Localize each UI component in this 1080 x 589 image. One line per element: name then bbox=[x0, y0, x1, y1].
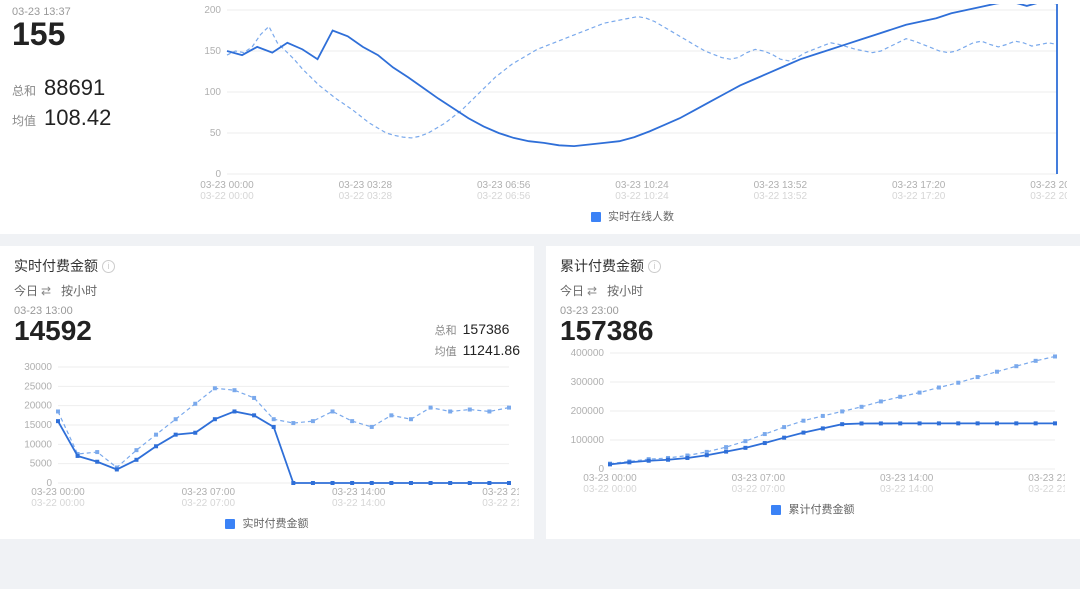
svg-text:03-23 21:00: 03-23 21:00 bbox=[482, 487, 519, 498]
svg-text:20000: 20000 bbox=[24, 401, 52, 412]
svg-text:03-23 14:00: 03-23 14:00 bbox=[332, 487, 386, 498]
filter-hourly[interactable]: 按小时 bbox=[607, 282, 643, 299]
svg-text:5000: 5000 bbox=[30, 459, 53, 470]
svg-text:03-23 07:00: 03-23 07:00 bbox=[732, 473, 786, 484]
svg-text:03-23 03:28: 03-23 03:28 bbox=[339, 180, 393, 191]
filter-today[interactable]: 今日 ⇄ bbox=[14, 282, 51, 299]
svg-text:03-22 00:00: 03-22 00:00 bbox=[583, 484, 637, 495]
avg-value: 11241.86 bbox=[463, 340, 520, 361]
info-icon[interactable]: i bbox=[648, 260, 661, 273]
online-users-chart: 0 50 100 150 200 03-23 00:0003-22 00:00 03-23 … bbox=[197, 4, 1068, 224]
svg-text:03-23 06:56: 03-23 06:56 bbox=[477, 180, 531, 191]
svg-text:03-23 14:00: 03-23 14:00 bbox=[880, 473, 934, 484]
compare-icon: ⇄ bbox=[587, 284, 597, 298]
svg-text:03-23 00:00: 03-23 00:00 bbox=[583, 473, 637, 484]
legend-label: 实时付费金额 bbox=[243, 518, 309, 530]
svg-text:03-22 00:00: 03-22 00:00 bbox=[200, 191, 254, 202]
filter-hourly[interactable]: 按小时 bbox=[61, 282, 97, 299]
compare-icon: ⇄ bbox=[41, 284, 51, 298]
svg-text:30000: 30000 bbox=[24, 362, 52, 373]
legend-swatch bbox=[591, 212, 601, 222]
svg-text:03-23 00:00: 03-23 00:00 bbox=[31, 487, 85, 498]
online-users-summary: 03-23 13:37 155 总和 88691 均值 108.42 bbox=[12, 4, 197, 224]
svg-text:03-22 06:56: 03-22 06:56 bbox=[477, 191, 531, 202]
sum-label: 总和 bbox=[12, 82, 36, 99]
panel-title: 累计付费金额 bbox=[560, 256, 644, 276]
panel-title-row: 实时付费金额 i bbox=[14, 256, 520, 276]
bottom-panels: 实时付费金额 i 今日 ⇄ 按小时 03-23 13:00 14592 总和 1… bbox=[0, 246, 1080, 539]
svg-text:03-23 10:24: 03-23 10:24 bbox=[615, 180, 669, 191]
avg-value: 108.42 bbox=[44, 105, 111, 131]
svg-text:03-22 03:28: 03-22 03:28 bbox=[339, 191, 393, 202]
svg-text:0: 0 bbox=[215, 169, 221, 180]
svg-text:03-23 00:00: 03-23 00:00 bbox=[200, 180, 254, 191]
svg-text:03-22 14:00: 03-22 14:00 bbox=[880, 484, 934, 495]
info-icon[interactable]: i bbox=[102, 260, 115, 273]
online-users-panel: 03-23 13:37 155 总和 88691 均值 108.42 0 50 10… bbox=[0, 0, 1080, 234]
svg-text:50: 50 bbox=[210, 128, 222, 139]
current-value: 157386 bbox=[560, 315, 1066, 347]
svg-text:03-22 07:00: 03-22 07:00 bbox=[732, 484, 786, 495]
svg-text:03-23 21:00: 03-23 21:00 bbox=[1028, 473, 1065, 484]
current-value: 14592 bbox=[14, 315, 435, 347]
filter-row: 今日 ⇄ 按小时 bbox=[560, 282, 1066, 299]
svg-text:400000: 400000 bbox=[571, 348, 605, 359]
svg-text:03-23 07:00: 03-23 07:00 bbox=[182, 487, 236, 498]
legend-label: 累计付费金额 bbox=[789, 504, 855, 516]
realtime-payment-panel: 实时付费金额 i 今日 ⇄ 按小时 03-23 13:00 14592 总和 1… bbox=[0, 246, 534, 539]
svg-text:15000: 15000 bbox=[24, 420, 52, 431]
svg-text:03-22 14:00: 03-22 14:00 bbox=[332, 498, 386, 509]
svg-text:03-23 20:48: 03-23 20:48 bbox=[1030, 180, 1067, 191]
svg-text:200: 200 bbox=[204, 5, 221, 16]
avg-label: 均值 bbox=[435, 344, 457, 361]
svg-text:25000: 25000 bbox=[24, 381, 52, 392]
chart-legend: 累计付费金额 bbox=[560, 501, 1066, 517]
svg-text:10000: 10000 bbox=[24, 439, 52, 450]
svg-text:03-22 21:00: 03-22 21:00 bbox=[1028, 484, 1065, 495]
chart-legend: 实时在线人数 bbox=[197, 208, 1068, 224]
cumulative-payment-chart: 010000020000030000040000003-23 00:0003-2… bbox=[560, 347, 1065, 497]
svg-text:03-22 00:00: 03-22 00:00 bbox=[31, 498, 85, 509]
sum-value: 157386 bbox=[463, 319, 510, 340]
legend-swatch bbox=[771, 505, 781, 515]
svg-text:03-22 20:48: 03-22 20:48 bbox=[1030, 191, 1067, 202]
svg-text:03-22 17:20: 03-22 17:20 bbox=[892, 191, 946, 202]
cumulative-payment-panel: 累计付费金额 i 今日 ⇄ 按小时 03-23 23:00 157386 010… bbox=[546, 246, 1080, 539]
svg-text:03-22 10:24: 03-22 10:24 bbox=[615, 191, 669, 202]
svg-text:03-23 13:52: 03-23 13:52 bbox=[754, 180, 808, 191]
svg-text:300000: 300000 bbox=[571, 377, 605, 388]
legend-swatch bbox=[225, 519, 235, 529]
svg-text:100000: 100000 bbox=[571, 435, 605, 446]
svg-text:200000: 200000 bbox=[571, 406, 605, 417]
svg-text:03-22 07:00: 03-22 07:00 bbox=[182, 498, 236, 509]
filter-today[interactable]: 今日 ⇄ bbox=[560, 282, 597, 299]
svg-text:03-22 21:00: 03-22 21:00 bbox=[482, 498, 519, 509]
svg-text:150: 150 bbox=[204, 46, 221, 57]
sum-value: 88691 bbox=[44, 75, 105, 101]
svg-text:100: 100 bbox=[204, 87, 221, 98]
legend-label: 实时在线人数 bbox=[608, 211, 674, 223]
current-value: 155 bbox=[12, 16, 197, 53]
sum-label: 总和 bbox=[435, 323, 457, 340]
panel-title-row: 累计付费金额 i bbox=[560, 256, 1066, 276]
chart-legend: 实时付费金额 bbox=[14, 515, 520, 531]
avg-label: 均值 bbox=[12, 112, 36, 129]
realtime-payment-chart: 05000100001500020000250003000003-23 00:0… bbox=[14, 361, 519, 511]
panel-title: 实时付费金额 bbox=[14, 256, 98, 276]
svg-text:03-23 17:20: 03-23 17:20 bbox=[892, 180, 946, 191]
filter-row: 今日 ⇄ 按小时 bbox=[14, 282, 520, 299]
svg-text:03-22 13:52: 03-22 13:52 bbox=[754, 191, 808, 202]
